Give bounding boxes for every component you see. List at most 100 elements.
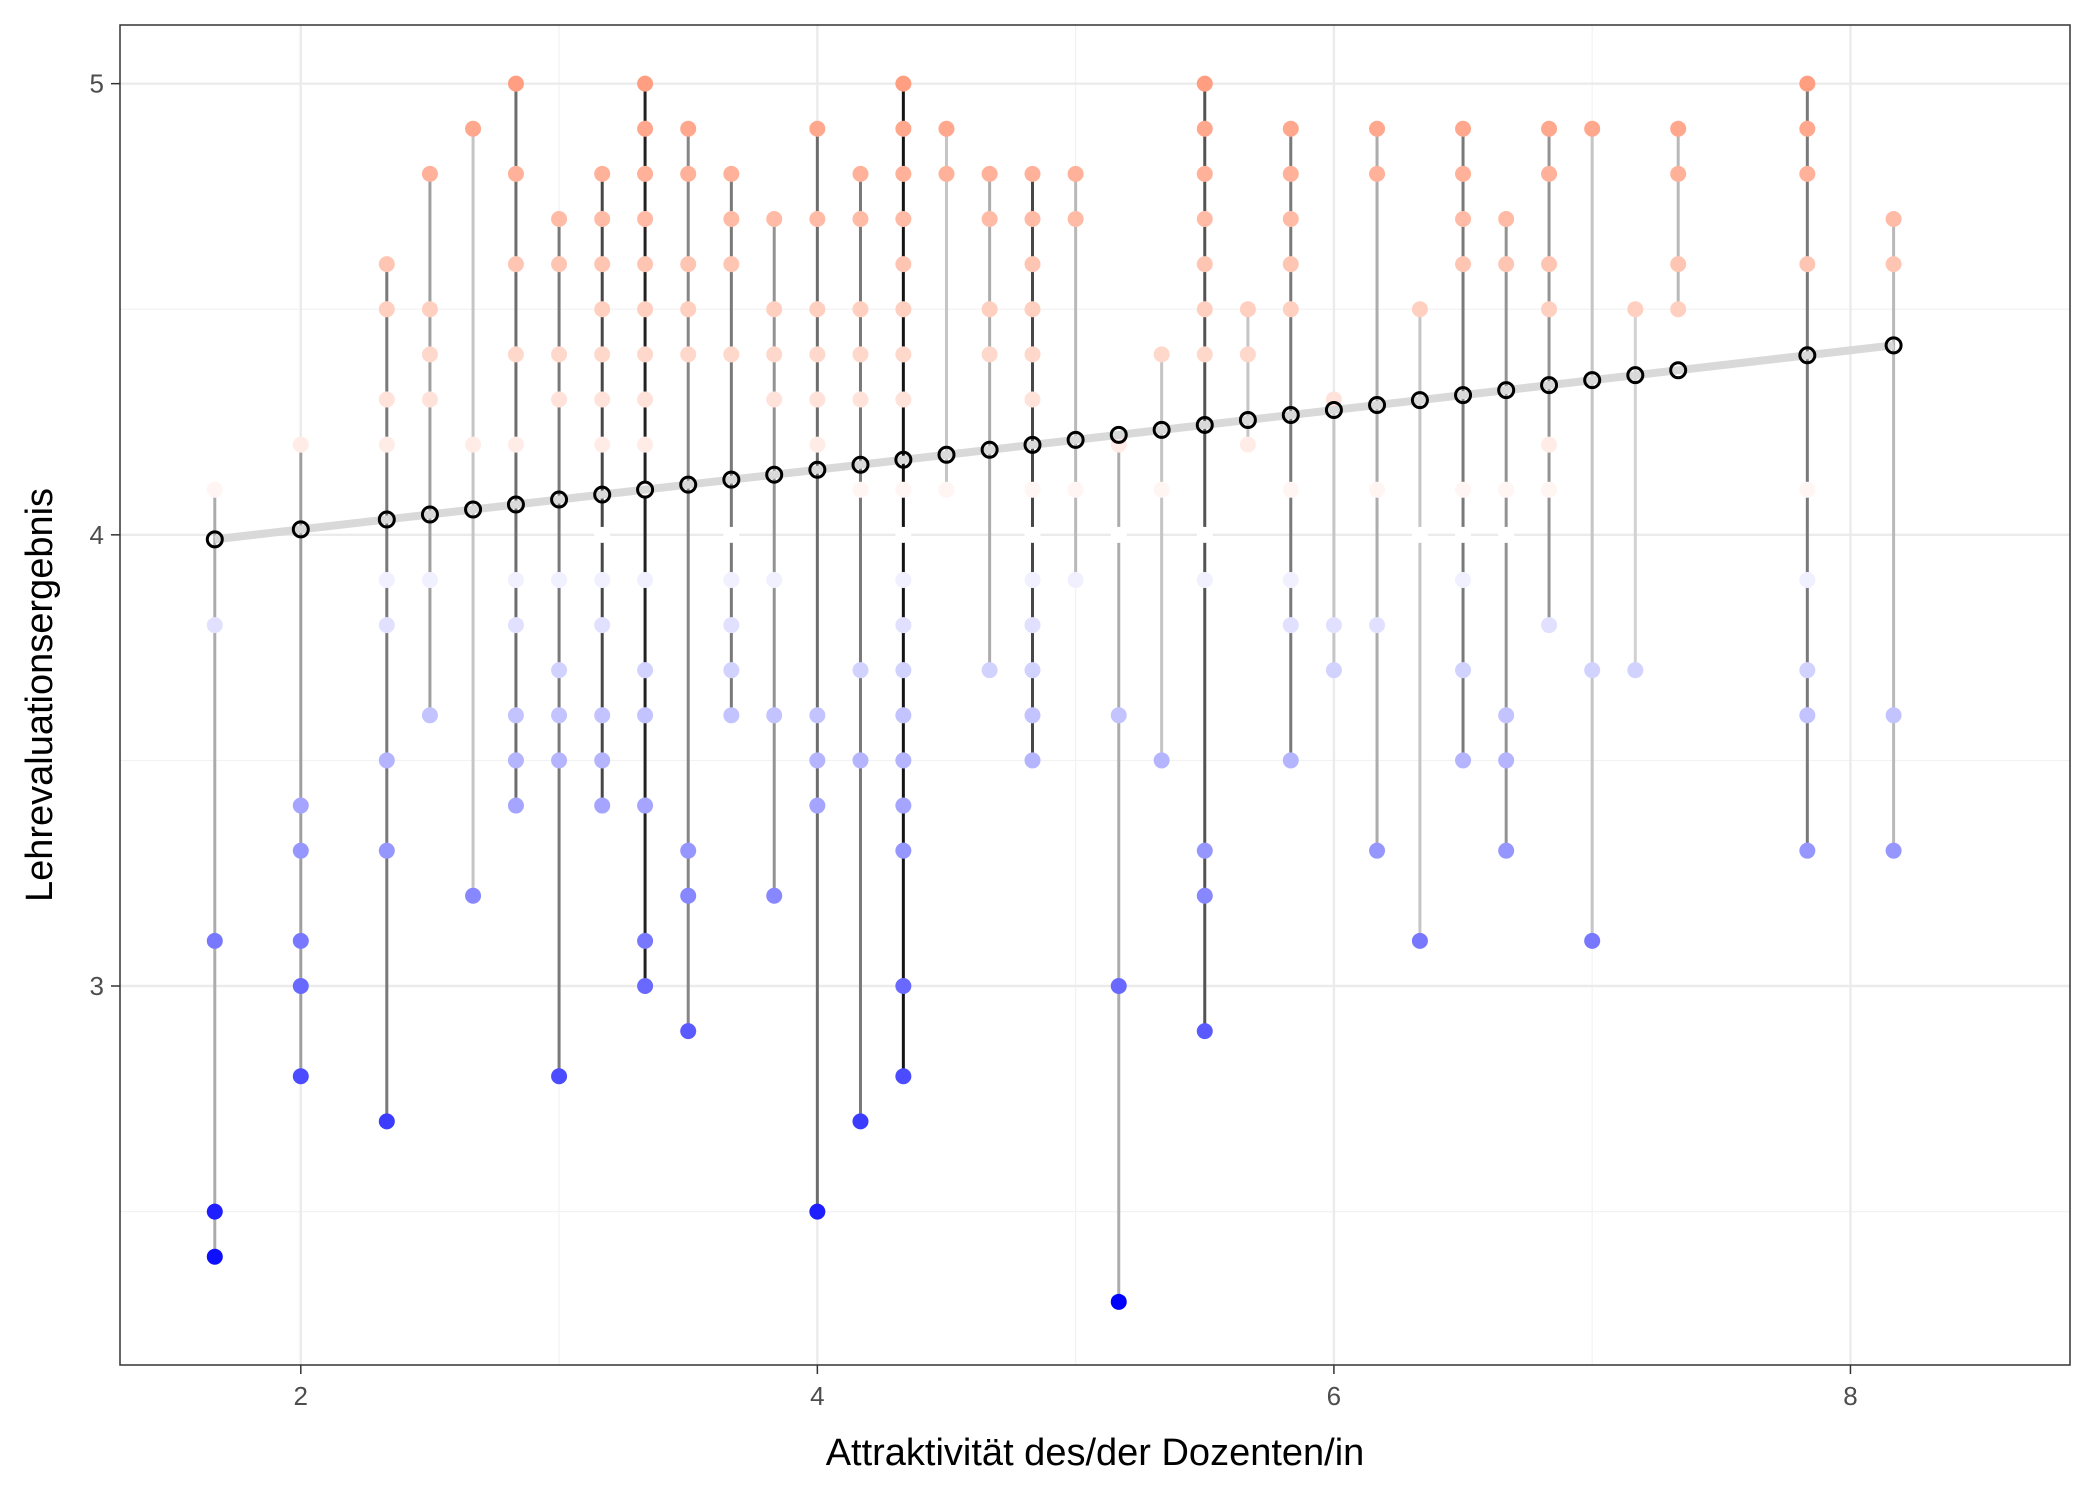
data-point	[594, 346, 611, 363]
regression-layer	[214, 341, 1895, 544]
data-point	[852, 481, 869, 498]
data-point	[1196, 842, 1213, 859]
data-point	[895, 120, 912, 137]
data-point	[551, 211, 568, 228]
y-tick-label: 4	[90, 520, 104, 550]
data-point	[507, 75, 524, 92]
data-point	[1024, 707, 1041, 724]
data-point	[378, 571, 395, 588]
data-point	[1024, 571, 1041, 588]
data-point	[292, 842, 309, 859]
data-point	[1799, 256, 1816, 273]
data-point	[1282, 752, 1299, 769]
data-point	[1024, 481, 1041, 498]
data-point	[551, 662, 568, 679]
data-point	[1282, 481, 1299, 498]
data-point	[1196, 346, 1213, 363]
axis-ticks: 2 4 6 8 3 4 5	[90, 69, 1858, 1411]
data-point	[1627, 662, 1644, 679]
data-point	[1024, 211, 1041, 228]
y-axis-title: Lehrevaluationsergebnis	[19, 488, 61, 902]
data-point	[895, 391, 912, 408]
data-point	[1541, 617, 1558, 634]
data-point	[895, 1068, 912, 1085]
fitted-point	[851, 455, 870, 474]
data-point	[507, 346, 524, 363]
data-point	[1799, 165, 1816, 182]
data-point	[1110, 978, 1127, 995]
data-point	[809, 707, 826, 724]
data-point	[809, 346, 826, 363]
data-point	[852, 165, 869, 182]
data-point	[1024, 617, 1041, 634]
data-point	[421, 707, 438, 724]
data-point	[637, 75, 654, 92]
data-point	[637, 932, 654, 949]
data-point	[378, 301, 395, 318]
data-point	[507, 752, 524, 769]
data-point	[1498, 481, 1515, 498]
data-point	[465, 120, 482, 137]
fitted-point	[765, 465, 784, 484]
data-point	[1282, 120, 1299, 137]
group-mean-points	[205, 336, 1903, 549]
fitted-point	[464, 500, 483, 519]
data-point	[1282, 165, 1299, 182]
data-point	[637, 707, 654, 724]
data-point	[723, 256, 740, 273]
fitted-point	[1281, 406, 1300, 425]
data-point	[680, 301, 697, 318]
data-point	[1369, 120, 1386, 137]
data-point	[1541, 256, 1558, 273]
fitted-point	[1109, 425, 1128, 444]
data-point	[1799, 662, 1816, 679]
data-point	[809, 301, 826, 318]
data-point	[1196, 75, 1213, 92]
data-point	[292, 436, 309, 453]
data-point	[895, 752, 912, 769]
data-point	[637, 120, 654, 137]
data-point	[852, 211, 869, 228]
data-point	[723, 165, 740, 182]
data-point	[723, 662, 740, 679]
fitted-point	[1669, 361, 1688, 380]
data-point	[723, 707, 740, 724]
data-point	[507, 797, 524, 814]
data-point	[895, 707, 912, 724]
data-point	[594, 165, 611, 182]
data-point	[594, 571, 611, 588]
data-point	[594, 752, 611, 769]
data-point	[809, 797, 826, 814]
data-point	[507, 165, 524, 182]
data-point	[852, 346, 869, 363]
data-point	[809, 752, 826, 769]
data-point	[1498, 842, 1515, 859]
data-point	[895, 301, 912, 318]
data-point	[1799, 120, 1816, 137]
data-point	[1024, 346, 1041, 363]
data-point	[938, 165, 955, 182]
plot-panel-background	[120, 25, 2070, 1365]
data-point	[507, 707, 524, 724]
fitted-point	[1884, 336, 1903, 355]
data-point	[938, 481, 955, 498]
fitted-point	[593, 485, 612, 504]
data-point	[680, 165, 697, 182]
data-point	[1670, 256, 1687, 273]
data-point	[1110, 707, 1127, 724]
x-tick-label: 8	[1843, 1381, 1857, 1411]
data-point	[895, 526, 912, 543]
data-point	[1455, 256, 1472, 273]
data-points	[206, 75, 1902, 1310]
data-point	[981, 346, 998, 363]
data-point	[1196, 526, 1213, 543]
data-point	[1282, 301, 1299, 318]
data-point	[507, 436, 524, 453]
fitted-point	[506, 495, 525, 514]
x-tick-label: 6	[1327, 1381, 1341, 1411]
data-point	[1799, 842, 1816, 859]
data-point	[507, 256, 524, 273]
data-point	[809, 391, 826, 408]
data-point	[1024, 752, 1041, 769]
fitted-point	[808, 460, 827, 479]
